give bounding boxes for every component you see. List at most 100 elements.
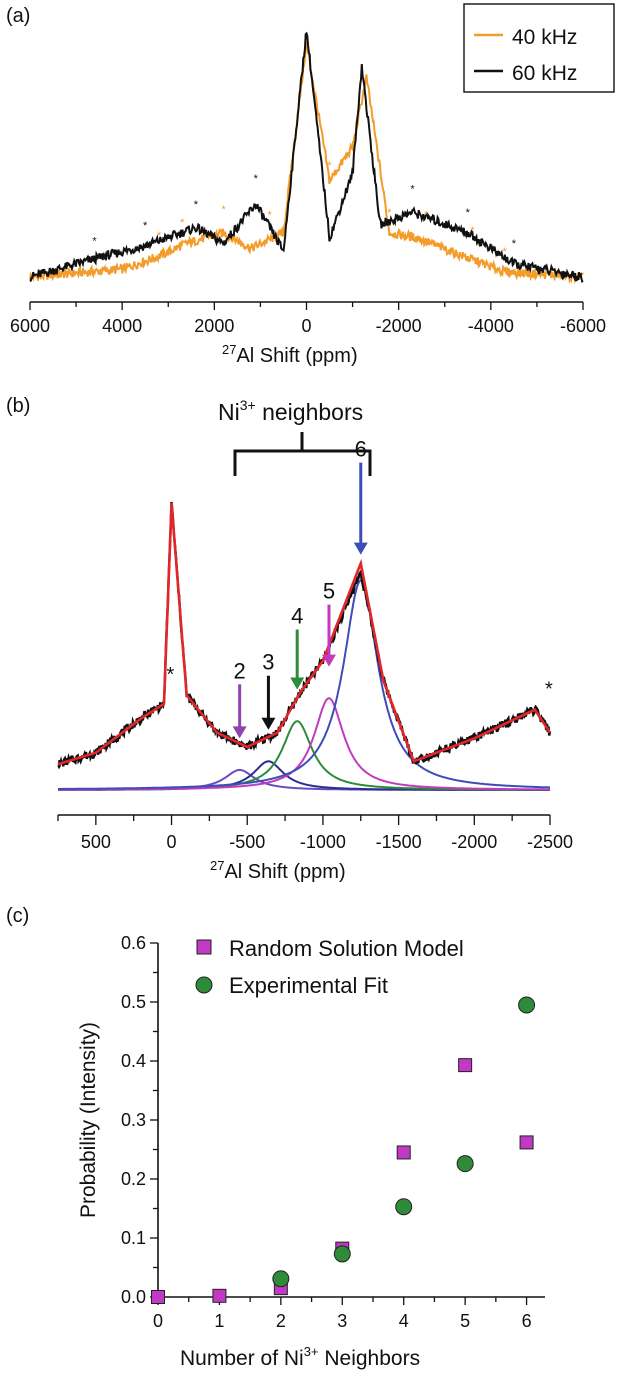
panel-c-label: (c) xyxy=(6,905,29,927)
panel-c-ticks: 0 1 2 3 4 5 6 0.0 0.1 0.2 0.3 0.4 0.5 0.6 xyxy=(121,933,532,1331)
panel-c-xlabel: Number of Ni3+ Neighbors xyxy=(180,1344,420,1370)
y-tick-label: 0.3 xyxy=(121,1110,146,1130)
arrow-4-head xyxy=(290,677,305,690)
panel-b-sideband-markers: ** xyxy=(167,664,553,700)
x-tick-label: 1 xyxy=(214,1311,224,1331)
panel-b-arrows: 2 345 6 xyxy=(232,437,368,739)
panel-a-x-ticks: 6000 4000 2000 0 -2000 -4000 -6000 xyxy=(10,302,606,336)
panel-a-xlabel-sup: 27 xyxy=(222,342,236,357)
x-tick-label: 0 xyxy=(167,832,177,852)
y-tick-label: 0.5 xyxy=(121,992,146,1012)
panel-b-x-ticks: 500 0 -500 -1000 -1500 -2000 -2500 xyxy=(57,815,573,852)
x-tick-label: 4 xyxy=(399,1311,409,1331)
experimental-fit-point xyxy=(272,1270,290,1288)
sideband-star: * xyxy=(267,209,272,221)
sideband-star: * xyxy=(387,207,392,219)
panel-b-xlabel-main: Al Shift (ppm) xyxy=(224,861,345,883)
panel-a: (a) * * * * * * * * * * * * * * * * 40 kHz 60 kHz 6000 4… xyxy=(6,3,615,367)
x-tick-label: 2 xyxy=(276,1311,286,1331)
panel-c: (c) 0 1 2 3 4 5 6 0.0 0.1 0.2 0.3 0.4 0.5 0.6 Random … xyxy=(6,905,545,1370)
panel-a-legend: 40 kHz 60 kHz xyxy=(463,3,615,93)
sideband-star: * xyxy=(194,199,199,211)
bracket-label: Ni3+ neighbors xyxy=(218,397,363,425)
sideband-star: * xyxy=(410,183,415,195)
legend-random-label: Random Solution Model xyxy=(229,936,464,961)
arrow-6-head xyxy=(353,542,368,555)
x-tick-label: 6 xyxy=(522,1311,532,1331)
legend-60khz-label: 60 kHz xyxy=(512,62,577,85)
bracket-label-main: Ni xyxy=(218,399,240,425)
sideband-star: * xyxy=(503,246,508,258)
sideband-star: * xyxy=(221,204,226,216)
experimental-fit-point xyxy=(395,1198,413,1216)
panel-a-label: (a) xyxy=(6,5,30,27)
spectrum-60khz xyxy=(29,31,584,284)
fit-component-6 xyxy=(58,579,550,790)
sideband-star: * xyxy=(512,238,517,250)
sideband-star: * xyxy=(470,225,475,237)
arrow-3-head xyxy=(261,717,276,730)
arrow-5-label: 5 xyxy=(323,579,335,604)
random-model-point xyxy=(212,1288,227,1303)
y-tick-label: 0.6 xyxy=(121,933,146,953)
y-tick-label: 0.1 xyxy=(121,1228,146,1248)
panel-a-spectra xyxy=(29,31,584,285)
total-fit-curve xyxy=(57,502,552,766)
legend-40khz-label: 40 kHz xyxy=(512,26,577,49)
sideband-star: * xyxy=(157,230,162,242)
x-tick-label: 500 xyxy=(81,832,111,852)
panel-c-legend: Random Solution Model Experimental Fit xyxy=(195,936,464,998)
panel-a-sideband-markers: * * * * * * * * * * * * * * * * xyxy=(92,160,516,258)
sideband-star: * xyxy=(424,209,429,221)
random-model-point xyxy=(151,1290,165,1304)
x-tick-label: -1000 xyxy=(300,832,346,852)
arrow-4-label: 4 xyxy=(291,604,303,629)
y-tick-label: 0.4 xyxy=(121,1051,146,1071)
panel-a-xlabel-main: Al Shift (ppm) xyxy=(236,345,357,367)
sideband-star: * xyxy=(254,173,259,185)
x-tick-label: 0 xyxy=(153,1311,163,1331)
legend-experimental-label: Experimental Fit xyxy=(229,973,388,998)
sideband-star: * xyxy=(545,678,553,700)
sideband-star: * xyxy=(180,217,185,229)
arrow-3-label: 3 xyxy=(262,650,274,675)
panel-c-xlabel-rest: Neighbors xyxy=(319,1347,421,1370)
random-model-point xyxy=(519,1135,534,1150)
random-model-point xyxy=(396,1145,411,1160)
experimental-fit-point xyxy=(518,996,536,1014)
panel-c-points xyxy=(151,996,536,1304)
neighbors-bracket xyxy=(233,432,372,476)
experimental-fit-point xyxy=(456,1155,474,1173)
arrow-6-label: 6 xyxy=(355,437,367,462)
fit-component-5 xyxy=(58,697,550,791)
x-tick-label: -6000 xyxy=(560,316,606,336)
spectrum-40khz xyxy=(29,41,584,285)
sideband-star: * xyxy=(167,664,175,686)
panel-b-xlabel-sup: 27 xyxy=(210,858,224,873)
panel-b-fit-components xyxy=(58,579,550,791)
x-tick-label: 0 xyxy=(301,316,311,336)
panel-b-spectra xyxy=(57,501,552,769)
arrow-2-head xyxy=(232,726,247,739)
experimental-fit-point xyxy=(333,1245,351,1263)
panel-a-xlabel: 27Al Shift (ppm) xyxy=(222,342,358,367)
y-tick-label: 0.2 xyxy=(121,1169,146,1189)
x-tick-label: -500 xyxy=(229,832,265,852)
panel-c-ylabel: Probability (Intensity) xyxy=(77,1022,100,1218)
sideband-star: * xyxy=(143,220,148,232)
sideband-star: * xyxy=(92,235,97,247)
legend-circle-marker xyxy=(195,976,213,994)
fit-component-2 xyxy=(58,768,550,791)
x-tick-label: 6000 xyxy=(10,316,50,336)
x-tick-label: 2000 xyxy=(194,316,234,336)
sideband-star: * xyxy=(466,207,471,219)
bracket-label-sup: 3+ xyxy=(240,397,256,413)
x-tick-label: 4000 xyxy=(102,316,142,336)
x-tick-label: -4000 xyxy=(468,316,514,336)
panel-c-xlabel-sup: 3+ xyxy=(304,1344,319,1359)
random-model-point xyxy=(458,1058,473,1073)
panel-b-label: (b) xyxy=(6,395,30,417)
legend-square-marker xyxy=(196,939,212,955)
